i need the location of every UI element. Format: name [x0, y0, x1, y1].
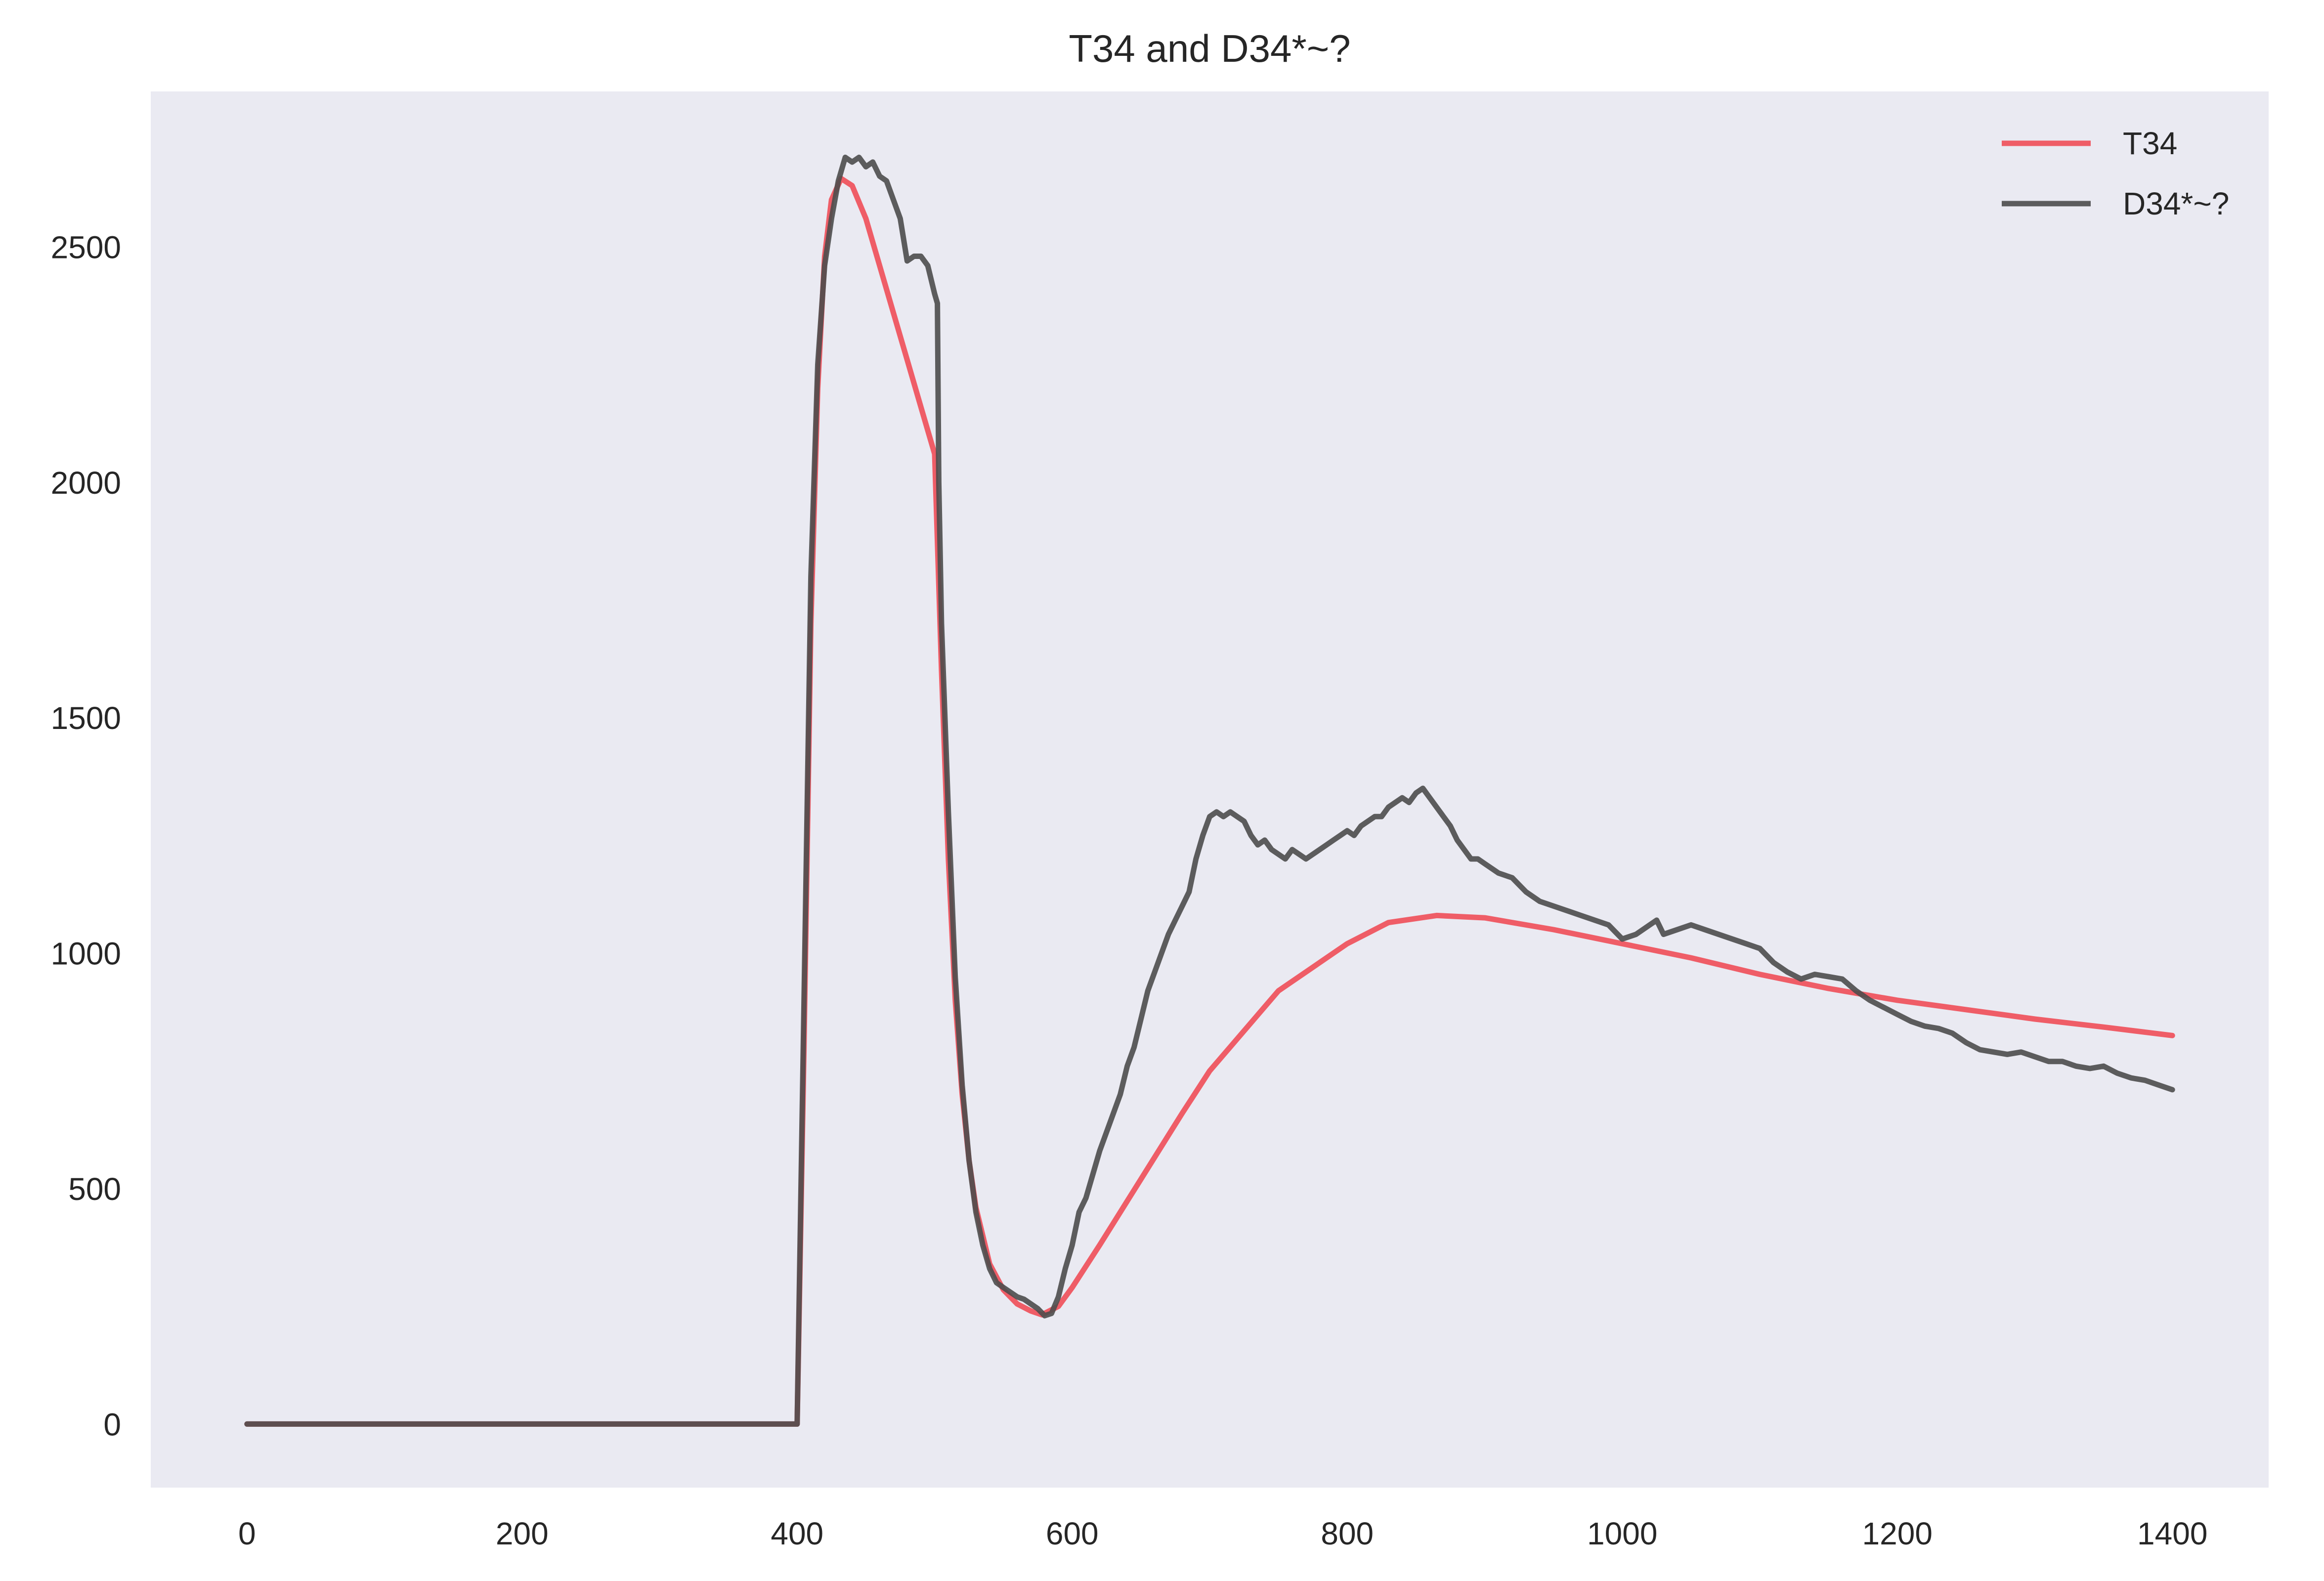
- x-tick-label: 600: [1046, 1516, 1099, 1551]
- plot-area: [151, 91, 2269, 1488]
- series-line-2: [244, 154, 2175, 1427]
- x-tick-label: 1400: [2137, 1516, 2207, 1551]
- x-tick-label: 200: [496, 1516, 549, 1551]
- x-tick-label: 400: [771, 1516, 823, 1551]
- x-tick-label: 800: [1321, 1516, 1374, 1551]
- legend: T34 D34*~?: [2002, 126, 2229, 221]
- y-tick-label: 2500: [51, 229, 121, 265]
- series-layer: [244, 154, 2175, 1427]
- x-tick-label: 1200: [1862, 1516, 1933, 1551]
- x-tick-label: 0: [238, 1516, 256, 1551]
- legend-label-2: D34*~?: [2123, 186, 2229, 221]
- y-tick-label: 1000: [51, 936, 121, 972]
- y-tick-label: 500: [68, 1171, 121, 1207]
- x-axis: 0 200 400 600 800 1000 1200 1400: [238, 1516, 2207, 1551]
- x-tick-label: 1000: [1587, 1516, 1657, 1551]
- y-tick-label: 2000: [51, 465, 121, 501]
- chart-title: T34 and D34*~?: [1069, 27, 1350, 70]
- y-tick-label: 0: [103, 1407, 121, 1442]
- y-axis: 0 500 1000 1500 2000 2500: [51, 229, 121, 1442]
- y-tick-label: 1500: [51, 700, 121, 736]
- legend-label-1: T34: [2123, 126, 2177, 161]
